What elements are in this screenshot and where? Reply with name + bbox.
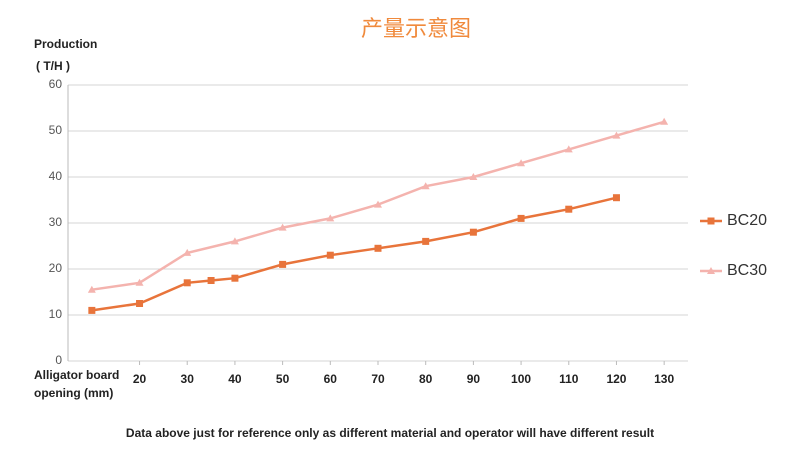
x-axis-unit: opening (mm) <box>34 386 113 400</box>
legend-label: BC20 <box>727 212 767 229</box>
y-tick-label: 30 <box>49 215 63 229</box>
y-tick-label: 40 <box>49 169 63 183</box>
marker <box>87 285 96 293</box>
x-tick-label: 20 <box>133 372 147 386</box>
marker <box>517 214 525 222</box>
chart-title: 产量示意图 <box>361 16 471 41</box>
legend-label: BC30 <box>727 262 767 279</box>
marker <box>326 251 334 259</box>
marker <box>374 200 382 208</box>
marker <box>88 306 96 314</box>
y-axis-label: Production <box>34 37 97 51</box>
marker <box>422 237 430 245</box>
x-tick-label: 50 <box>276 372 290 386</box>
x-axis-label: Alligator board <box>34 368 119 382</box>
marker <box>135 278 144 286</box>
marker <box>374 244 382 252</box>
marker <box>612 131 621 139</box>
marker <box>517 159 526 167</box>
marker <box>279 260 287 268</box>
x-tick-label: 70 <box>371 372 385 386</box>
x-tick-label: 110 <box>559 372 579 386</box>
marker <box>230 237 239 245</box>
x-tick-label: 40 <box>228 372 242 386</box>
x-tick-label: 120 <box>606 372 626 386</box>
marker <box>469 173 478 180</box>
y-axis-unit: ( T/H ) <box>36 59 70 73</box>
marker <box>278 223 287 231</box>
marker <box>612 194 620 202</box>
y-tick-label: 50 <box>49 123 63 137</box>
x-tick-label: 80 <box>419 372 433 386</box>
y-tick-label: 0 <box>55 353 62 367</box>
x-tick-label: 30 <box>181 372 195 386</box>
legend-marker <box>707 217 715 225</box>
legend-marker <box>707 267 715 274</box>
y-tick-label: 10 <box>49 307 63 321</box>
footnote: Data above just for reference only as di… <box>126 426 654 440</box>
series-line <box>91 196 617 312</box>
marker <box>231 274 239 282</box>
y-tick-label: 60 <box>49 77 63 91</box>
marker <box>326 214 335 222</box>
marker <box>564 145 573 153</box>
marker <box>183 279 191 287</box>
marker <box>183 248 192 256</box>
marker <box>469 228 477 236</box>
marker <box>136 300 144 307</box>
marker <box>565 205 573 213</box>
marker <box>207 277 215 284</box>
x-tick-label: 100 <box>511 372 531 386</box>
y-tick-label: 20 <box>49 261 63 275</box>
marker <box>421 182 430 190</box>
x-tick-label: 90 <box>467 372 481 386</box>
x-tick-label: 130 <box>654 372 674 386</box>
marker <box>660 117 669 125</box>
x-tick-label: 60 <box>324 372 338 386</box>
